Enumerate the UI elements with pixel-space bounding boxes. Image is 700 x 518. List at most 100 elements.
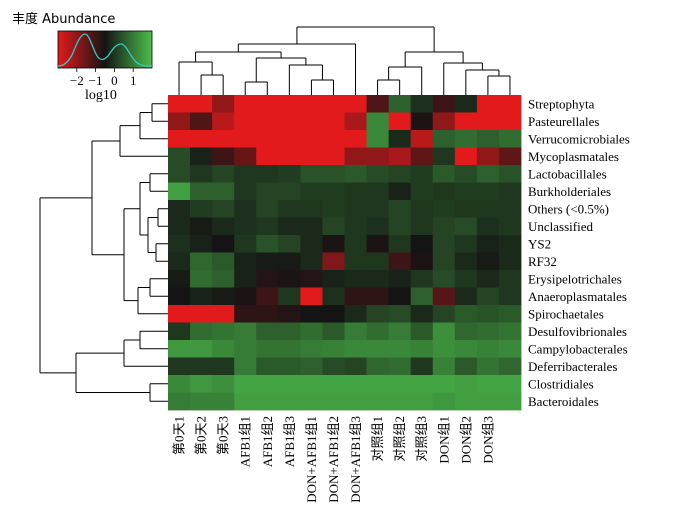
heatmap-cell xyxy=(212,182,235,201)
heatmap-cell xyxy=(410,182,434,201)
heatmap-cell xyxy=(498,235,522,253)
heatmap-cell xyxy=(300,375,323,393)
heatmap-cell xyxy=(476,340,500,358)
heatmap-cell xyxy=(498,112,522,131)
heatmap-cell xyxy=(366,270,390,288)
heatmap-cell xyxy=(498,270,522,288)
heatmap-cell xyxy=(454,322,478,341)
column-labels: 第0天1 第0天2 第0天3 AFB1组1 AFB1组2 AFB1组3 DON+AFB1组1… xyxy=(172,416,496,503)
heatmap-cell xyxy=(322,217,345,236)
heatmap-cell xyxy=(366,147,390,166)
column-label: DON组3 xyxy=(480,416,495,464)
column-label: DON+AFB1组2 xyxy=(326,416,341,503)
heatmap-cell xyxy=(256,392,279,411)
heatmap-cell xyxy=(410,95,434,113)
heatmap-cell xyxy=(256,147,279,166)
heatmap-cell xyxy=(234,112,257,131)
heatmap-cell xyxy=(476,287,500,306)
heatmap-cell xyxy=(322,112,345,131)
heatmap-cell xyxy=(388,357,412,376)
column-label: DON+AFB1组3 xyxy=(348,416,363,503)
heatmap-cell xyxy=(454,235,478,253)
heatmap-cell xyxy=(300,270,323,288)
heatmap-cell xyxy=(454,217,478,236)
heatmap-cells xyxy=(168,95,522,411)
heatmap-cell xyxy=(322,200,345,218)
heatmap-cell xyxy=(278,112,301,131)
heatmap-cell xyxy=(234,95,257,113)
heatmap-cell xyxy=(278,287,301,306)
heatmap-cell xyxy=(256,340,279,358)
heatmap-cell xyxy=(454,340,478,358)
heatmap-cell xyxy=(454,392,478,411)
heatmap-cell xyxy=(366,165,390,183)
heatmap-cell xyxy=(476,270,500,288)
heatmap-cell xyxy=(432,217,456,236)
heatmap-cell xyxy=(234,375,257,393)
heatmap-cell xyxy=(476,95,500,113)
heatmap-cell xyxy=(234,270,257,288)
heatmap-cell xyxy=(168,270,191,288)
heatmap-cell xyxy=(498,252,522,271)
row-label: Campylobacterales xyxy=(528,341,628,356)
heatmap-cell xyxy=(344,182,367,201)
row-label: Desulfovibrionales xyxy=(528,324,627,339)
heatmap-cell xyxy=(388,130,412,148)
heatmap-cell xyxy=(344,200,367,218)
heatmap-cell xyxy=(476,182,500,201)
heatmap-cell xyxy=(410,252,434,271)
heatmap-cell xyxy=(366,357,390,376)
heatmap-cell xyxy=(388,392,412,411)
heatmap-cell xyxy=(322,130,345,148)
heatmap-cell xyxy=(168,322,191,341)
heatmap-cell xyxy=(410,217,434,236)
heatmap-cell xyxy=(410,375,434,393)
heatmap-cell xyxy=(388,322,412,341)
heatmap-cell xyxy=(432,252,456,271)
heatmap-cell xyxy=(168,252,191,271)
heatmap-cell xyxy=(256,270,279,288)
heatmap-cell xyxy=(432,322,456,341)
column-label: 对照组3 xyxy=(414,416,429,462)
heatmap-cell xyxy=(190,392,213,411)
heatmap-cell xyxy=(234,287,257,306)
heatmap-cell xyxy=(454,270,478,288)
heatmap-cell xyxy=(190,130,213,148)
heatmap-cell xyxy=(278,322,301,341)
heatmap-cell xyxy=(432,147,456,166)
heatmap-cell xyxy=(410,340,434,358)
heatmap-cell xyxy=(212,200,235,218)
key-tick-label: 0 xyxy=(111,73,118,88)
heatmap-cell xyxy=(344,287,367,306)
color-key: 丰度 Abundance −2 −1 0 1 log10 xyxy=(12,11,153,103)
heatmap-cell xyxy=(498,357,522,376)
column-label: DON+AFB1组1 xyxy=(304,416,319,503)
heatmap-cell xyxy=(300,130,323,148)
heatmap-cell xyxy=(212,305,235,323)
heatmap-cell xyxy=(322,182,345,201)
heatmap-cell xyxy=(212,217,235,236)
heatmap-cell xyxy=(256,112,279,131)
row-label: Anaeroplasmatales xyxy=(528,289,627,304)
heatmap-cell xyxy=(344,392,367,411)
heatmap-cell xyxy=(388,270,412,288)
heatmap-cell xyxy=(388,200,412,218)
heatmap-cell xyxy=(300,95,323,113)
heatmap-cell xyxy=(388,375,412,393)
heatmap-cell xyxy=(234,235,257,253)
row-label: Spirochaetales xyxy=(528,306,604,321)
heatmap-cell xyxy=(278,130,301,148)
heatmap-cell xyxy=(476,357,500,376)
key-tick-label: 1 xyxy=(130,73,137,88)
heatmap-cell xyxy=(498,375,522,393)
heatmap-cell xyxy=(410,112,434,131)
heatmap-cell xyxy=(454,147,478,166)
heatmap-cell xyxy=(454,287,478,306)
heatmap-cell xyxy=(190,305,213,323)
heatmap-cell xyxy=(234,340,257,358)
heatmap-cell xyxy=(498,147,522,166)
heatmap-cell xyxy=(234,217,257,236)
heatmap-cell xyxy=(432,130,456,148)
column-label: DON组2 xyxy=(458,416,473,464)
heatmap-cell xyxy=(190,340,213,358)
